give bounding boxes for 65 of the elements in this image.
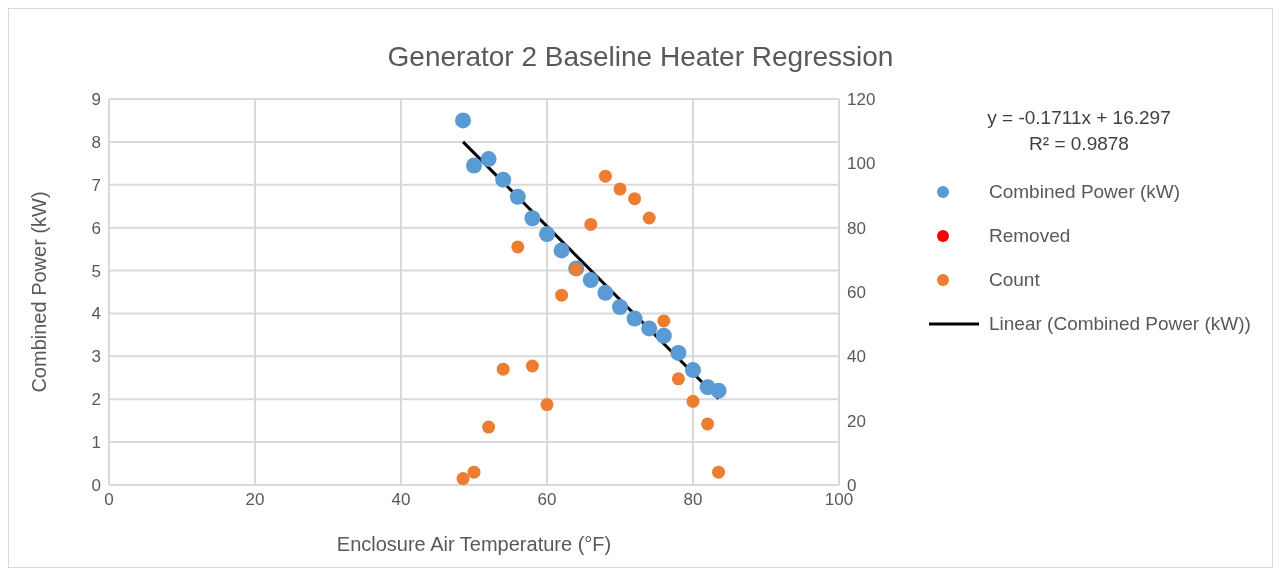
x-tick-label: 80 [683, 490, 703, 510]
text: R² = 0.9878 [1029, 133, 1129, 154]
point [597, 284, 614, 301]
point [456, 472, 470, 485]
legend-label: Combined Power (kW) [989, 181, 1181, 203]
y2-tick-label: 80 [847, 218, 866, 238]
y-tick-label: 6 [91, 218, 101, 238]
point [612, 299, 628, 316]
point [524, 210, 541, 227]
point [495, 171, 512, 188]
point [496, 362, 510, 376]
point [628, 192, 642, 206]
point [553, 242, 570, 259]
point [480, 151, 497, 168]
point [642, 211, 656, 225]
point [540, 398, 554, 412]
point [686, 394, 700, 408]
legend-label: Removed [989, 225, 1071, 247]
y-tick-label: 4 [91, 304, 101, 324]
point [613, 182, 627, 196]
y-tick-label: 1 [91, 433, 101, 453]
point [685, 362, 701, 379]
y-tick-label: 5 [91, 261, 101, 281]
point [701, 417, 715, 431]
point [466, 157, 482, 174]
point [670, 344, 687, 361]
y2-tick-label: 120 [847, 90, 876, 110]
point [655, 327, 672, 344]
point [509, 188, 526, 205]
x-tick-label: 0 [104, 490, 114, 510]
y-tick-label: 3 [91, 347, 101, 367]
y2-tick-label: 40 [847, 347, 866, 367]
x-tick-label: 60 [537, 490, 557, 510]
point [539, 226, 555, 243]
point [511, 240, 525, 254]
x-tick-label: 40 [391, 490, 411, 510]
point [712, 465, 726, 479]
point [555, 288, 569, 302]
y2-tick-label: 20 [847, 411, 866, 431]
point [641, 320, 658, 337]
text: y = -0.1711x + 16.297 [987, 107, 1171, 128]
y-tick-label: 2 [91, 390, 101, 410]
legend-label: Linear (Combined Power (kW)) [989, 313, 1251, 335]
point [626, 310, 643, 327]
point [525, 359, 539, 373]
y-tick-label: 0 [91, 476, 101, 496]
y2-tick-label: 60 [847, 283, 866, 303]
x-tick-label: 20 [245, 490, 265, 510]
point [467, 465, 481, 479]
legend-label: Count [989, 269, 1040, 291]
point [710, 382, 727, 399]
point [657, 314, 671, 328]
point [584, 217, 598, 231]
point [482, 420, 496, 434]
y-tick-label: 7 [91, 175, 101, 195]
point [598, 169, 612, 183]
point [582, 271, 599, 288]
y2-tick-label: 100 [847, 154, 876, 174]
point [671, 372, 685, 386]
y-axis-title: Combined Power (kW) [28, 191, 51, 393]
y-tick-label: 9 [91, 90, 101, 110]
point [455, 112, 472, 129]
x-axis-title: Enclosure Air Temperature (°F) [336, 533, 612, 555]
y-tick-label: 8 [91, 132, 101, 152]
chart-title: Generator 2 Baseline Heater Regression [386, 41, 895, 74]
